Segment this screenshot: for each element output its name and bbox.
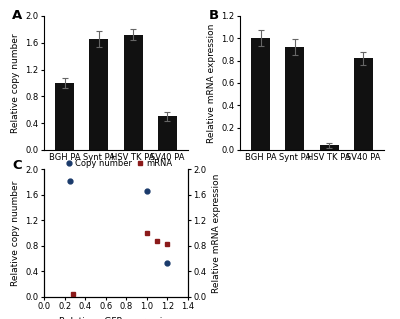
Bar <box>158 116 177 150</box>
Bar <box>55 83 74 150</box>
Line: Copy number: Copy number <box>67 178 170 266</box>
Bar <box>251 38 270 150</box>
mRNA <box>70 292 75 296</box>
Text: A: A <box>12 9 22 22</box>
Copy number <box>144 189 149 193</box>
X-axis label: Relative eGFP expression: Relative eGFP expression <box>59 317 173 319</box>
Y-axis label: Relative copy nuumber: Relative copy nuumber <box>11 180 20 286</box>
Line: mRNA: mRNA <box>70 230 170 297</box>
Y-axis label: Relative mRNA expression: Relative mRNA expression <box>207 23 216 143</box>
Bar <box>354 58 373 150</box>
Bar <box>320 145 338 150</box>
mRNA <box>144 231 149 235</box>
Y-axis label: Relative mRNA expression: Relative mRNA expression <box>212 173 221 293</box>
Legend: Copy number, mRNA: Copy number, mRNA <box>62 155 176 171</box>
Text: B: B <box>208 9 218 22</box>
Bar <box>286 47 304 150</box>
Bar <box>124 35 142 150</box>
mRNA <box>155 239 160 242</box>
Copy number <box>165 262 170 265</box>
Bar <box>90 40 108 150</box>
Copy number <box>67 179 72 182</box>
Y-axis label: Relative copy number: Relative copy number <box>11 33 20 133</box>
Text: C: C <box>12 159 22 172</box>
mRNA <box>165 242 170 246</box>
